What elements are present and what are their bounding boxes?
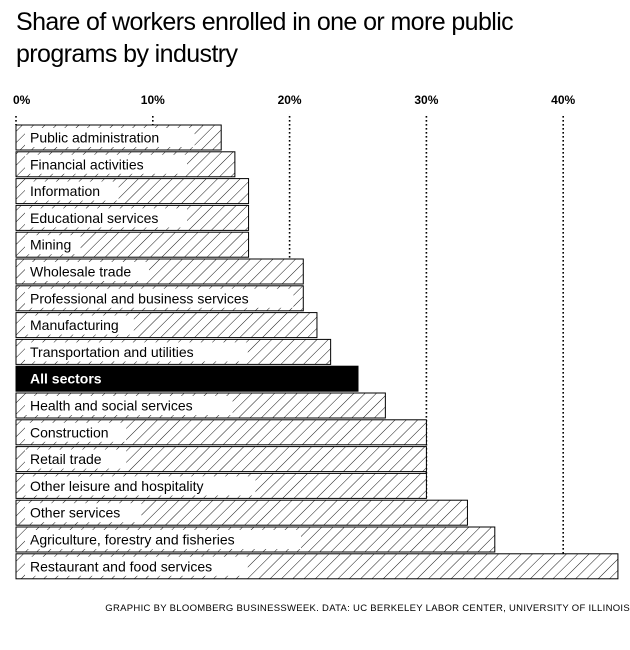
x-tick-label: 0% xyxy=(13,93,31,107)
bar-label: All sectors xyxy=(30,371,102,387)
bar-label-background xyxy=(25,530,301,549)
x-axis-ticks: 0% 10% 20% 30% 40% xyxy=(13,93,576,107)
bar-label: Educational services xyxy=(30,210,158,226)
bar-label: Financial activities xyxy=(30,156,144,172)
bar-label: Agriculture, forestry and fisheries xyxy=(30,532,235,548)
bar-label: Restaurant and food services xyxy=(30,558,212,574)
bar-label-background xyxy=(25,503,142,523)
bar-label: Other services xyxy=(30,505,120,521)
bar-label-background xyxy=(25,288,294,308)
bar-label-background xyxy=(25,556,248,576)
source-note: GRAPHIC BY BLOOMBERG BUSINESSWEEK. DATA:… xyxy=(105,603,630,614)
x-tick-label: 20% xyxy=(278,93,302,107)
x-tick-label: 10% xyxy=(141,93,165,107)
bar-label-background xyxy=(25,315,134,335)
bar-label: Health and social services xyxy=(30,398,193,414)
x-tick-label: 30% xyxy=(414,93,438,107)
bar-label: Construction xyxy=(30,424,109,440)
bar-label: Manufacturing xyxy=(30,317,119,333)
bar-label: Professional and business services xyxy=(30,290,249,306)
bar-label: Public administration xyxy=(30,130,159,146)
bar-label: Information xyxy=(30,183,100,199)
bar-label: Wholesale trade xyxy=(30,264,131,280)
bar-label: Transportation and utilities xyxy=(30,344,194,360)
bar-label-background xyxy=(25,342,248,362)
bar-label: Retail trade xyxy=(30,451,102,467)
bars: Public administration Financial activitie… xyxy=(15,124,619,580)
bar-label-background xyxy=(25,396,233,415)
bar-label-background xyxy=(25,262,149,281)
bar-label-background xyxy=(25,154,187,174)
bar-label-background xyxy=(25,476,256,496)
bar-label-background xyxy=(25,128,195,147)
bar-label-background xyxy=(25,235,81,255)
bar-highlight xyxy=(15,365,359,392)
bar-label-background xyxy=(25,208,187,228)
bar-chart: Public administration Financial activitie… xyxy=(13,93,619,580)
chart-title: Share of workers enrolled in one or more… xyxy=(16,8,514,68)
bar-label-background xyxy=(25,449,127,469)
bar-label: Mining xyxy=(30,237,71,253)
bar-label: Other leisure and hospitality xyxy=(30,478,204,494)
bar-label-background xyxy=(25,422,127,442)
x-tick-label: 40% xyxy=(551,93,575,107)
bar-label-background xyxy=(25,181,119,201)
